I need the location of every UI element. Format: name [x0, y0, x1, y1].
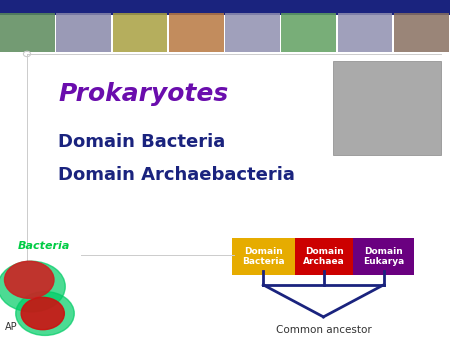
FancyBboxPatch shape [295, 238, 353, 275]
Text: Common ancestor: Common ancestor [275, 325, 371, 335]
Text: Domain
Archaea: Domain Archaea [303, 246, 345, 266]
Circle shape [21, 297, 64, 330]
FancyBboxPatch shape [0, 0, 450, 15]
Text: Domain
Bacteria: Domain Bacteria [242, 246, 284, 266]
FancyBboxPatch shape [338, 14, 392, 52]
FancyBboxPatch shape [225, 14, 280, 52]
Circle shape [0, 261, 65, 312]
FancyBboxPatch shape [281, 14, 336, 52]
Text: AP: AP [4, 322, 17, 332]
Text: Bacteria: Bacteria [18, 241, 70, 251]
Text: Domain
Eukarya: Domain Eukarya [363, 246, 404, 266]
FancyBboxPatch shape [0, 14, 55, 52]
Text: Domain Archaebacteria: Domain Archaebacteria [58, 166, 295, 184]
Text: Domain Bacteria: Domain Bacteria [58, 132, 226, 151]
FancyBboxPatch shape [333, 61, 441, 155]
Text: Prokaryotes: Prokaryotes [58, 82, 229, 106]
Circle shape [16, 292, 74, 335]
FancyBboxPatch shape [112, 14, 167, 52]
FancyBboxPatch shape [56, 14, 111, 52]
FancyBboxPatch shape [353, 238, 414, 275]
FancyBboxPatch shape [169, 14, 224, 52]
FancyBboxPatch shape [232, 238, 295, 275]
FancyBboxPatch shape [394, 14, 449, 52]
Circle shape [4, 261, 54, 298]
